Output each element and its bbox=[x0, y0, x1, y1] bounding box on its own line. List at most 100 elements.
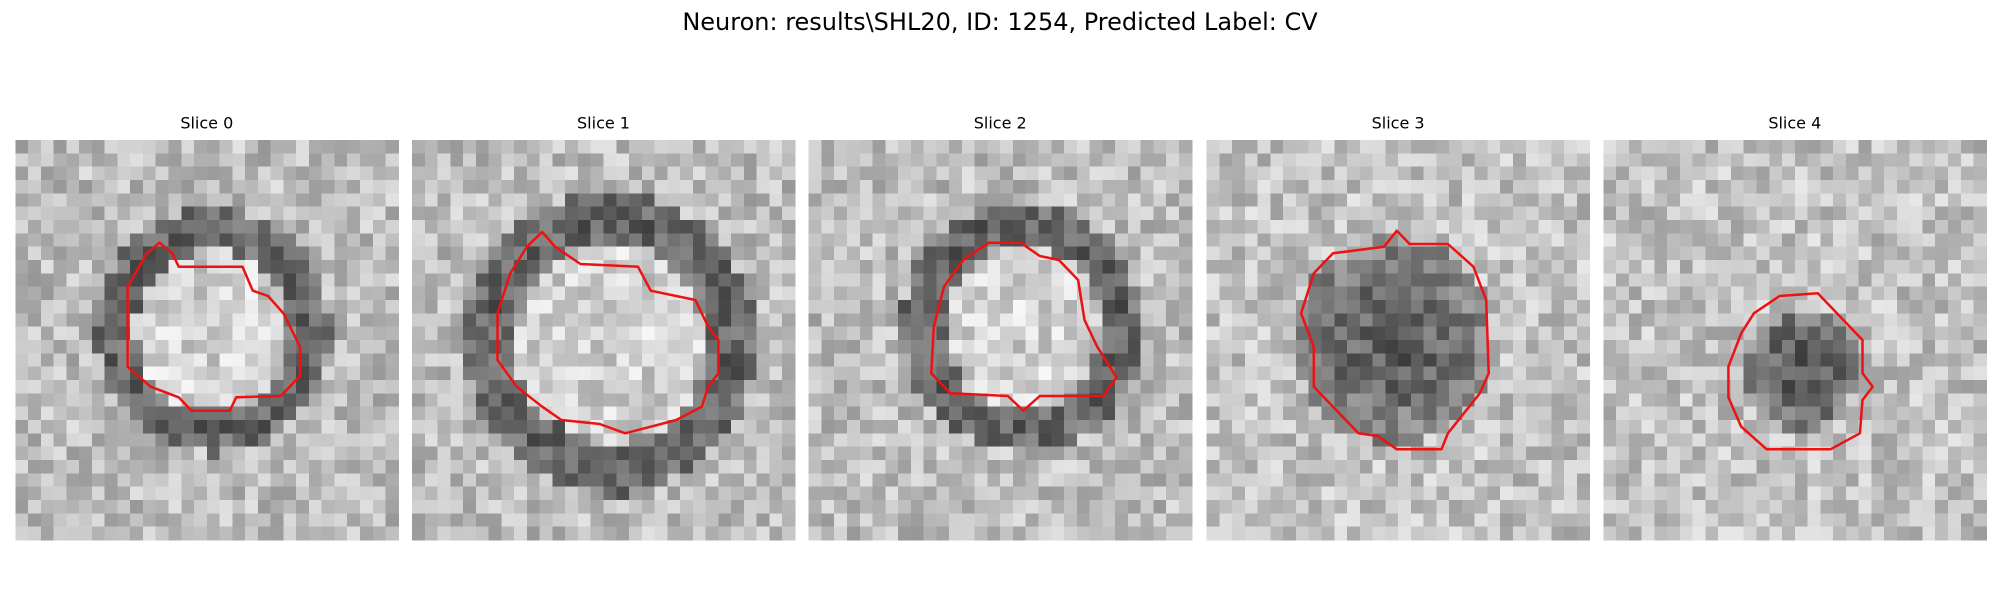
pixel bbox=[1782, 313, 1796, 328]
pixel bbox=[692, 233, 707, 248]
pixel bbox=[155, 220, 170, 234]
pixel bbox=[1616, 500, 1630, 514]
pixel bbox=[731, 433, 745, 448]
pixel bbox=[1743, 500, 1758, 514]
pixel bbox=[923, 340, 937, 354]
pixel bbox=[641, 153, 656, 168]
pixel bbox=[1025, 473, 1040, 488]
pixel bbox=[168, 460, 182, 474]
pixel bbox=[705, 486, 719, 501]
pixel bbox=[514, 140, 528, 154]
pixel bbox=[1321, 380, 1335, 394]
pixel bbox=[1628, 246, 1643, 261]
pixel bbox=[1410, 260, 1425, 274]
pixel bbox=[1127, 246, 1142, 261]
pixel bbox=[334, 420, 348, 434]
pixel bbox=[1449, 473, 1463, 488]
pixel bbox=[308, 260, 323, 274]
pixel bbox=[1692, 180, 1707, 194]
pixel bbox=[1525, 513, 1540, 528]
pixel bbox=[1705, 500, 1719, 514]
pixel bbox=[1500, 366, 1514, 381]
pixel bbox=[1153, 473, 1167, 488]
pixel bbox=[1718, 500, 1732, 514]
pixel bbox=[206, 473, 221, 488]
pixel bbox=[1461, 433, 1476, 448]
pixel bbox=[270, 140, 284, 154]
pixel bbox=[104, 340, 119, 354]
pixel bbox=[28, 166, 42, 181]
pixel bbox=[1538, 233, 1552, 248]
pixel bbox=[475, 393, 490, 408]
pixel bbox=[463, 166, 477, 181]
pixel bbox=[552, 273, 566, 288]
pixel bbox=[1244, 326, 1259, 341]
panel-title: Slice 2 bbox=[974, 114, 1027, 133]
pixel bbox=[1372, 353, 1386, 368]
pixel bbox=[130, 140, 144, 154]
pixel bbox=[680, 313, 694, 328]
pixel bbox=[872, 500, 886, 514]
pixel bbox=[117, 420, 131, 434]
pixel bbox=[385, 486, 399, 501]
pixel bbox=[1896, 313, 1911, 328]
pixel bbox=[1833, 473, 1847, 488]
pixel bbox=[1564, 206, 1578, 221]
pixel bbox=[360, 286, 374, 301]
pixel bbox=[1794, 353, 1809, 368]
pixel bbox=[590, 366, 605, 381]
pixel bbox=[961, 486, 976, 501]
pixel bbox=[1705, 513, 1719, 528]
pixel bbox=[91, 193, 106, 208]
pixel bbox=[1667, 140, 1681, 154]
pixel bbox=[1679, 393, 1694, 408]
pixel bbox=[1858, 273, 1872, 288]
pixel bbox=[1140, 513, 1154, 528]
pixel bbox=[1000, 206, 1014, 221]
pixel bbox=[1000, 246, 1014, 261]
pixel bbox=[1730, 193, 1745, 208]
pixel bbox=[680, 300, 694, 314]
pixel bbox=[1628, 233, 1643, 248]
pixel bbox=[1076, 513, 1091, 528]
pixel bbox=[1513, 380, 1527, 394]
pixel bbox=[424, 166, 439, 181]
pixel bbox=[142, 393, 157, 408]
pixel bbox=[488, 273, 502, 288]
pixel bbox=[1538, 326, 1552, 341]
pixel bbox=[117, 526, 131, 541]
pixel bbox=[1948, 326, 1962, 341]
pixel bbox=[1654, 246, 1668, 261]
pixel bbox=[1064, 233, 1078, 248]
pixel bbox=[1884, 166, 1898, 181]
pixel bbox=[1089, 246, 1103, 261]
pixel bbox=[834, 433, 848, 448]
pixel bbox=[603, 460, 617, 474]
pixel bbox=[79, 286, 93, 301]
pixel bbox=[1359, 473, 1374, 488]
pixel bbox=[680, 353, 694, 368]
pixel bbox=[1051, 526, 1065, 541]
pixel bbox=[1347, 193, 1361, 208]
pixel bbox=[1449, 353, 1463, 368]
pixel bbox=[91, 366, 106, 381]
pixel bbox=[450, 393, 464, 408]
pixel bbox=[194, 513, 208, 528]
pixel bbox=[66, 446, 80, 461]
pixel bbox=[705, 526, 719, 541]
pixel bbox=[1064, 246, 1078, 261]
pixel bbox=[1487, 326, 1501, 341]
pixel bbox=[885, 140, 899, 154]
pixel bbox=[91, 473, 106, 488]
pixel bbox=[1359, 500, 1374, 514]
pixel bbox=[1153, 300, 1167, 314]
pixel bbox=[1283, 526, 1297, 541]
pixel bbox=[514, 193, 528, 208]
pixel bbox=[283, 473, 297, 488]
pixel bbox=[936, 406, 950, 421]
pixel bbox=[1385, 180, 1399, 194]
pixel bbox=[565, 140, 579, 154]
pixel bbox=[731, 460, 745, 474]
pixel bbox=[565, 273, 579, 288]
pixel bbox=[1178, 406, 1193, 421]
